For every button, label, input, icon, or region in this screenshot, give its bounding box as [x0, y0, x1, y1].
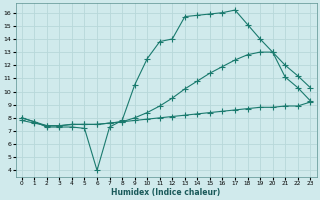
X-axis label: Humidex (Indice chaleur): Humidex (Indice chaleur): [111, 188, 221, 197]
